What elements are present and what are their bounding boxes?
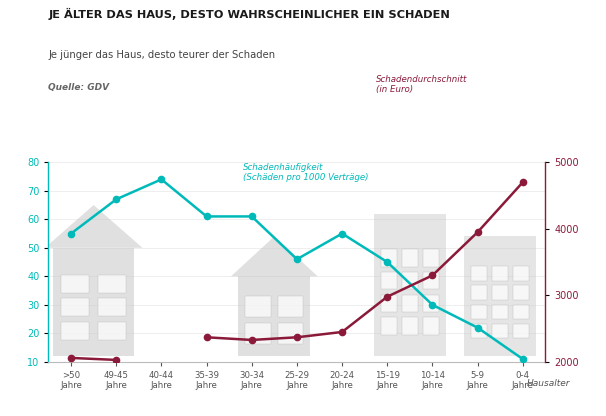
Text: Hausalter: Hausalter — [527, 379, 570, 388]
Polygon shape — [402, 317, 418, 335]
Polygon shape — [402, 272, 418, 290]
Text: Schadendurchschnitt
(in Euro): Schadendurchschnitt (in Euro) — [376, 75, 467, 94]
Polygon shape — [513, 305, 529, 319]
Polygon shape — [98, 275, 126, 293]
Polygon shape — [374, 213, 446, 356]
Polygon shape — [423, 272, 439, 290]
Text: Schadenhäufigkeit
(Schäden pro 1000 Verträge): Schadenhäufigkeit (Schäden pro 1000 Vert… — [243, 163, 368, 182]
Polygon shape — [278, 296, 303, 317]
Polygon shape — [238, 276, 310, 356]
Polygon shape — [513, 266, 529, 281]
Polygon shape — [402, 249, 418, 267]
Polygon shape — [402, 295, 418, 312]
Polygon shape — [423, 317, 439, 335]
Polygon shape — [278, 323, 303, 344]
Polygon shape — [513, 285, 529, 300]
Polygon shape — [98, 298, 126, 317]
Polygon shape — [45, 205, 142, 248]
Text: JE ÄLTER DAS HAUS, DESTO WAHRSCHEINLICHER EIN SCHADEN: JE ÄLTER DAS HAUS, DESTO WAHRSCHEINLICHE… — [48, 8, 450, 20]
Polygon shape — [61, 322, 90, 340]
Polygon shape — [464, 236, 536, 356]
Polygon shape — [98, 322, 126, 340]
Text: Je jünger das Haus, desto teurer der Schaden: Je jünger das Haus, desto teurer der Sch… — [48, 50, 276, 60]
Polygon shape — [471, 305, 487, 319]
Polygon shape — [492, 266, 508, 281]
Polygon shape — [423, 249, 439, 267]
Polygon shape — [381, 249, 397, 267]
Polygon shape — [471, 285, 487, 300]
Polygon shape — [381, 272, 397, 290]
Polygon shape — [423, 295, 439, 312]
Polygon shape — [381, 295, 397, 312]
Polygon shape — [513, 324, 529, 338]
Polygon shape — [381, 317, 397, 335]
Polygon shape — [245, 323, 271, 344]
Polygon shape — [245, 296, 271, 317]
Polygon shape — [471, 324, 487, 338]
Polygon shape — [492, 324, 508, 338]
Polygon shape — [53, 248, 135, 356]
Polygon shape — [492, 285, 508, 300]
Polygon shape — [471, 266, 487, 281]
Text: Quelle: GDV: Quelle: GDV — [48, 83, 110, 92]
Polygon shape — [231, 236, 318, 276]
Polygon shape — [61, 275, 90, 293]
Polygon shape — [492, 305, 508, 319]
Polygon shape — [61, 298, 90, 317]
